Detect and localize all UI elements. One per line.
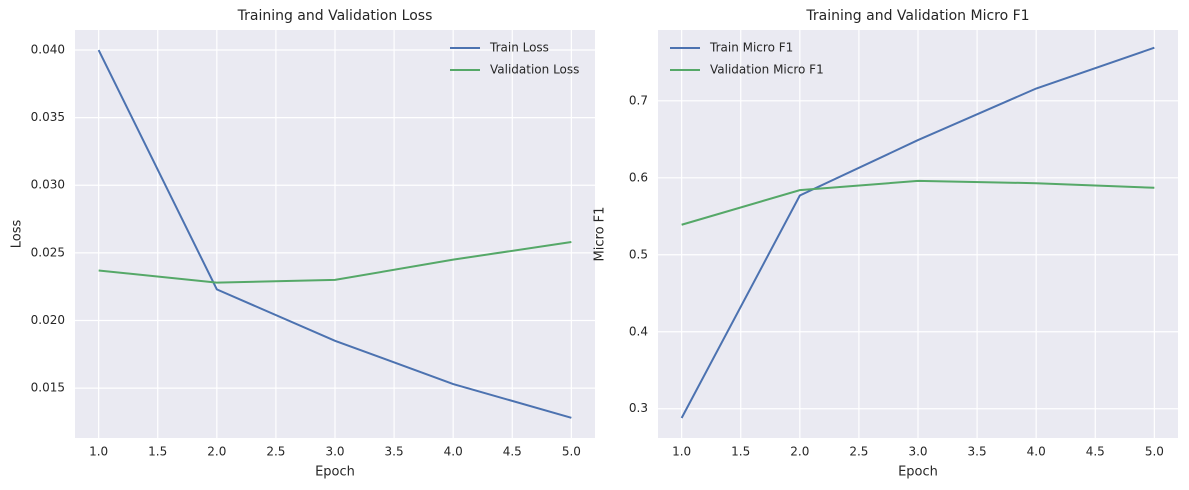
x-tick-label: 5.0 bbox=[562, 445, 581, 459]
legend-label: Validation Micro F1 bbox=[710, 63, 824, 77]
x-tick-label: 4.5 bbox=[503, 445, 522, 459]
y-axis-label: Micro F1 bbox=[593, 207, 608, 262]
x-tick-label: 4.5 bbox=[1086, 445, 1105, 459]
x-tick-label: 4.0 bbox=[444, 445, 463, 459]
legend-label: Train Loss bbox=[489, 41, 549, 55]
legend-label: Validation Loss bbox=[490, 63, 579, 77]
x-axis-label: Epoch bbox=[315, 465, 355, 480]
y-tick-label: 0.7 bbox=[629, 93, 648, 107]
y-tick-label: 0.020 bbox=[31, 313, 65, 327]
x-tick-label: 2.5 bbox=[849, 445, 868, 459]
y-tick-label: 0.5 bbox=[629, 247, 648, 261]
x-tick-label: 2.0 bbox=[790, 445, 809, 459]
x-tick-label: 1.0 bbox=[89, 445, 108, 459]
legend-label: Train Micro F1 bbox=[709, 41, 793, 55]
y-tick-label: 0.025 bbox=[31, 245, 65, 259]
y-tick-label: 0.040 bbox=[31, 43, 65, 57]
subplot: Training and Validation Loss Epoch Loss 1.0… bbox=[10, 8, 595, 480]
x-tick-label: 1.5 bbox=[731, 445, 750, 459]
series-line bbox=[680, 46, 1155, 419]
y-tick-label: 0.015 bbox=[31, 381, 65, 395]
x-tick-label: 2.5 bbox=[266, 445, 285, 459]
series-line bbox=[681, 179, 1155, 226]
x-tick-label: 1.5 bbox=[148, 445, 167, 459]
x-tick-label: 3.5 bbox=[968, 445, 987, 459]
chart-title: Training and Validation Loss bbox=[237, 8, 433, 24]
x-tick-label: 3.5 bbox=[385, 445, 404, 459]
x-tick-label: 4.0 bbox=[1027, 445, 1046, 459]
x-tick-label: 3.0 bbox=[325, 445, 344, 459]
y-tick-label: 0.4 bbox=[629, 324, 648, 338]
x-tick-label: 3.0 bbox=[908, 445, 927, 459]
x-tick-label: 2.0 bbox=[207, 445, 226, 459]
y-tick-label: 0.035 bbox=[31, 110, 65, 124]
x-axis-label: Epoch bbox=[898, 465, 938, 480]
x-tick-label: 5.0 bbox=[1145, 445, 1164, 459]
x-tick-label: 1.0 bbox=[672, 445, 691, 459]
chart-title: Training and Validation Micro F1 bbox=[805, 8, 1029, 24]
subplot: Training and Validation Micro F1 Epoch Mic… bbox=[593, 8, 1178, 480]
y-tick-label: 0.3 bbox=[629, 401, 648, 415]
y-axis-label: Loss bbox=[10, 220, 25, 249]
series-line bbox=[97, 49, 572, 419]
y-tick-label: 0.6 bbox=[629, 170, 648, 184]
y-tick-label: 0.030 bbox=[31, 178, 65, 192]
series-line bbox=[98, 241, 572, 284]
